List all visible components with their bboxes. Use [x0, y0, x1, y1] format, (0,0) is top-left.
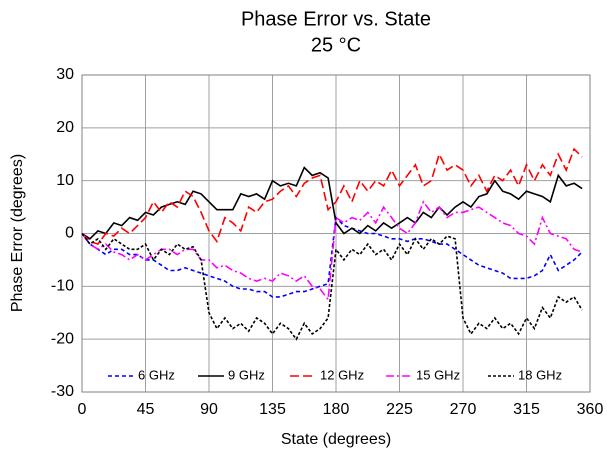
series-line [81, 166, 583, 240]
y-tick-label: -20 [51, 330, 74, 347]
x-tick-label: 315 [513, 401, 540, 418]
x-tick-label: 270 [450, 401, 477, 418]
legend-label: 6 GHz [138, 367, 175, 382]
y-tick-label: 20 [56, 119, 74, 136]
chart-subtitle: 25 °C [311, 34, 361, 56]
series-line [81, 200, 583, 302]
series-line [81, 233, 583, 341]
x-tick-label: 90 [200, 401, 218, 418]
series-line [81, 147, 583, 246]
x-tick-label: 360 [577, 401, 604, 418]
x-tick-label: 180 [323, 401, 350, 418]
legend-label: 15 GHz [416, 367, 460, 382]
y-tick-label: 0 [65, 225, 74, 242]
y-tick-label: 30 [56, 66, 74, 83]
chart-title: Phase Error vs. State [241, 8, 431, 30]
y-axis-label: Phase Error (degrees) [9, 154, 26, 312]
legend-label: 12 GHz [320, 367, 364, 382]
x-axis-label: State (degrees) [281, 431, 391, 448]
y-tick-label: 10 [56, 172, 74, 189]
legend-label: 9 GHz [228, 367, 265, 382]
x-tick-label: 135 [259, 401, 286, 418]
y-tick-label: -30 [51, 383, 74, 400]
x-tick-label: 225 [386, 401, 413, 418]
y-tick-label: -10 [51, 278, 74, 295]
x-tick-label: 0 [78, 401, 87, 418]
x-tick-label: 45 [137, 401, 155, 418]
series-line [81, 215, 583, 298]
legend-label: 18 GHz [518, 367, 562, 382]
